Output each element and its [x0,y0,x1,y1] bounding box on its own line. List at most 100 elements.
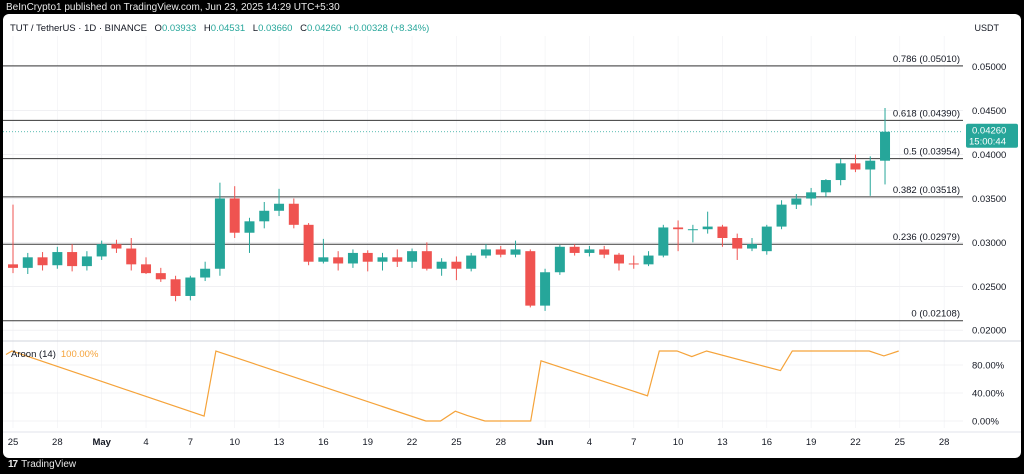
time-tick-label: 7 [631,437,636,448]
candle-body [510,249,521,255]
candle-body [613,254,624,264]
grid-lines [3,36,963,428]
symbol-name[interactable]: TUT / TetherUS · 1D · BINANCE [10,23,147,34]
footer-brand: TradingView [21,459,77,470]
aroon-tick-label: 80.00% [972,361,1005,372]
price-tick-label: 0.04000 [972,150,1006,161]
candle-body [747,244,757,249]
time-tick-label: 13 [717,437,728,448]
time-tick-label: 25 [451,437,462,448]
candle-body [377,257,388,262]
low-value: 0.03660 [258,23,293,34]
publisher-caption: BeInCrypto1 published on TradingView.com… [6,2,340,13]
price-tick-label: 0.05000 [972,62,1006,73]
candle-body [820,180,831,193]
candle-body [599,249,610,255]
time-axis[interactable]: 25 28 May 4 7 10 13 16 19 22 25 28 Jun 4 7 10 13 16 19 22 25… [8,437,950,448]
candle-body [554,246,565,273]
candle-body [525,251,536,306]
time-tick-label: 16 [318,437,329,448]
fib-label: 0.382 (0.03518) [893,185,960,196]
price-tick-label: 0.03500 [972,194,1006,205]
candle-body [155,273,166,280]
fib-label: 0 (0.02108) [911,309,960,320]
price-tick-label: 0.03000 [972,238,1006,249]
aroon-tick-label: 40.00% [972,389,1005,400]
candle-body [407,251,418,262]
fib-label: 0.236 (0.02979) [893,232,960,243]
candle-body [244,221,255,233]
fib-levels: 0 (0.02108) 0.236 (0.02979) 0.382 (0.03518… [3,54,963,322]
footer-bar: 17 TradingView [0,458,1024,474]
open-label: O [154,23,162,34]
time-tick-label: 19 [362,437,373,448]
aroon-value: 100.00% [60,349,99,360]
candle-body [141,264,152,274]
candle-body [702,226,713,230]
change-value: +0.00328 (+8.34%) [347,23,430,34]
time-tick-label: 22 [407,437,418,448]
candle-body [288,203,299,225]
candle-body [806,192,817,199]
fib-label: 0.786 (0.05010) [893,54,960,65]
aroon-axis: 0.00% 40.00% 80.00% [972,361,1005,428]
candle-body [776,204,787,227]
time-tick-label: 25 [895,437,906,448]
close-value: 0.04260 [306,23,342,34]
candle-body [451,261,462,269]
candle-body [185,277,196,296]
time-tick-label: 28 [52,437,63,448]
candle-body [658,227,669,256]
aroon-legend[interactable]: Aroon (14) 100.00% [11,349,98,360]
high-label: H [203,23,211,34]
time-tick-label: 16 [761,437,772,448]
candle-body [466,255,477,269]
candle-body [96,244,107,257]
time-tick-label: 10 [673,437,684,448]
time-tick-label: 7 [188,437,193,448]
candle-body [303,224,314,262]
candle-body [436,261,447,269]
time-tick-label: 28 [495,437,506,448]
price-tag-box [966,123,1018,148]
candle-body [687,229,698,231]
candle-body [850,163,861,170]
time-tick-label: 4 [587,437,592,448]
candle-body [392,257,403,262]
time-tick-label: 28 [939,437,950,448]
price-tick-label: 0.04500 [972,106,1006,117]
time-tick-label: May [92,437,111,448]
open-value: 0.03933 [161,23,197,34]
candle-body [880,131,891,161]
time-tick-label: 19 [806,437,817,448]
candle-body [421,251,432,269]
candle-body [333,257,344,264]
candle-body [37,257,48,266]
fib-label: 0.618 (0.04390) [893,108,960,119]
time-tick-label: 4 [143,437,148,448]
time-tick-label: 13 [274,437,285,448]
candle-body [495,249,506,255]
close-label: C [300,23,307,34]
aroon-line [5,350,899,422]
tv-logo-icon: 17 [8,459,18,470]
price-tag-value: 0.04260 [972,126,1006,137]
low-label: L [252,23,259,34]
price-tag-countdown: 15:00:44 [969,137,1006,148]
candle-body [214,198,225,269]
currency-label: USDT [974,23,1000,33]
candle-body [673,227,684,230]
aroon-grid [3,364,963,422]
candle-body [732,238,743,249]
tradingview-logo[interactable]: 17 TradingView [8,459,76,470]
price-tick-label: 0.02500 [972,282,1006,293]
candle-body [362,252,373,262]
price-chart[interactable]: 0 (0.02108) 0.236 (0.02979) 0.382 (0.03518… [3,14,1021,458]
candle-body [569,246,580,253]
price-axis[interactable]: 0.02000 0.02500 0.03000 0.03500 0.04000 0.045… [972,62,1006,336]
high-value: 0.04531 [210,23,246,34]
fib-label: 0.5 (0.03954) [903,147,960,158]
candle-body [643,255,654,265]
candle-body [67,252,78,267]
candle-body [200,268,211,278]
